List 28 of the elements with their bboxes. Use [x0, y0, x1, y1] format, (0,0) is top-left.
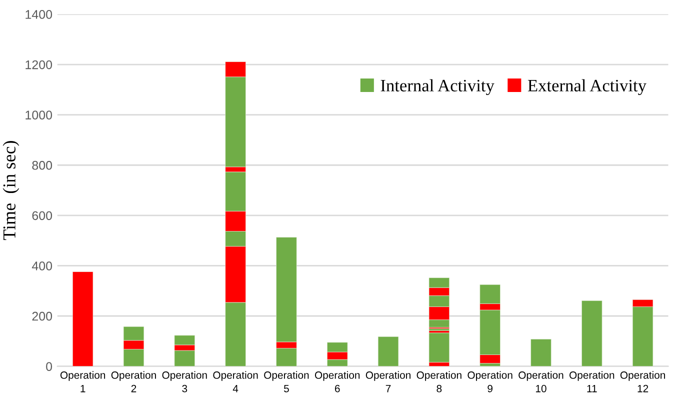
y-tick-label: 0: [46, 362, 52, 371]
legend-label: Internal Activity: [380, 79, 494, 96]
x-tick-label: Operation 10: [518, 371, 564, 392]
bar: [72, 272, 94, 366]
bar: [428, 332, 450, 362]
x-tick-label: Operation 6: [314, 371, 360, 392]
x-tick-label: Operation 11: [570, 371, 614, 392]
y-tick-label: 800: [32, 160, 52, 170]
legend-label: External Activity: [528, 79, 646, 96]
x-tick-label: Operation 5: [264, 371, 309, 392]
x-tick-label: Operation 12: [620, 371, 665, 392]
bar: [378, 336, 399, 366]
x-tick-label: Operation 4: [213, 371, 258, 392]
x-tick-label: Operation 1: [60, 371, 106, 392]
y-tick-label: 1000: [26, 110, 52, 120]
x-tick-label: Operation 3: [162, 371, 207, 392]
x-tick-label: Operation 9: [468, 371, 512, 392]
y-tick-label: 200: [32, 312, 52, 321]
x-tick-label: Operation 8: [416, 371, 462, 392]
y-tick-label: 400: [32, 262, 52, 270]
y-tick-label: 1400: [26, 10, 52, 19]
y-axis-title: Time (in sec): [2, 141, 20, 240]
x-tick-label: Operation 7: [366, 371, 410, 392]
y-tick-label: 600: [32, 211, 52, 220]
bar: [530, 338, 552, 366]
x-tick-label: Operation 2: [111, 371, 156, 392]
bar: [582, 300, 602, 366]
y-tick-label: 1200: [26, 60, 52, 70]
